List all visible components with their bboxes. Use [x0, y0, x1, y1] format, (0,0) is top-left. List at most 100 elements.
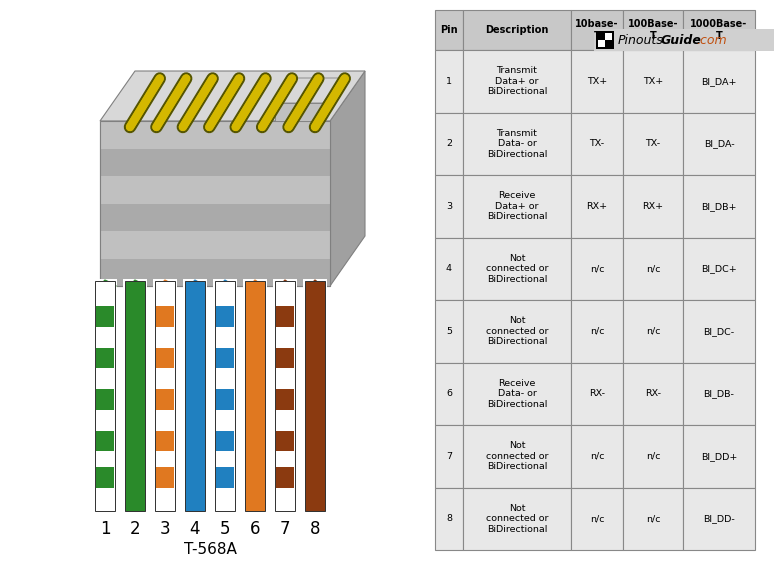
Text: Pin: Pin [441, 25, 458, 35]
Text: 1: 1 [446, 77, 452, 86]
Bar [275, 281, 295, 511]
Text: 4: 4 [190, 520, 200, 538]
Text: Receive
Data+ or
BiDirectional: Receive Data+ or BiDirectional [487, 191, 547, 221]
Text: Transmit
Data+ or
BiDirectional: Transmit Data+ or BiDirectional [487, 66, 547, 96]
Bar [571, 425, 623, 487]
Bar [463, 363, 571, 425]
Text: n/c: n/c [590, 327, 605, 336]
Bar [683, 487, 755, 550]
Bar [156, 467, 174, 488]
Bar [435, 238, 463, 300]
Bar [275, 103, 323, 121]
Bar [683, 10, 755, 50]
Text: BI_DA+: BI_DA+ [702, 77, 737, 86]
Text: RX+: RX+ [643, 202, 664, 211]
Text: Transmit
Data- or
BiDirectional: Transmit Data- or BiDirectional [487, 129, 547, 159]
Text: Description: Description [486, 25, 549, 35]
Text: RX-: RX- [645, 389, 661, 398]
Bar [623, 425, 683, 487]
Bar [623, 113, 683, 175]
Bar [435, 425, 463, 487]
Bar [623, 175, 683, 238]
Bar [96, 467, 114, 488]
Polygon shape [275, 78, 340, 103]
Text: 7: 7 [446, 452, 452, 461]
Bar [96, 306, 114, 327]
Bar [594, 29, 774, 51]
Bar [153, 279, 177, 513]
Text: n/c: n/c [646, 327, 660, 336]
Bar [100, 176, 330, 203]
Bar [683, 113, 755, 175]
Bar [435, 487, 463, 550]
Bar [276, 431, 294, 451]
Bar [183, 279, 207, 513]
Text: 10base-
T: 10base- T [575, 19, 618, 41]
Bar [571, 10, 623, 50]
Text: 1: 1 [99, 520, 110, 538]
Text: BI_DB+: BI_DB+ [702, 202, 737, 211]
Bar [155, 281, 175, 511]
Bar [463, 113, 571, 175]
Bar [596, 31, 614, 49]
Text: Guide: Guide [661, 34, 702, 46]
Text: BI_DA-: BI_DA- [704, 139, 734, 148]
Bar [571, 487, 623, 550]
Text: 100Base-
T: 100Base- T [628, 19, 678, 41]
Text: n/c: n/c [646, 452, 660, 461]
Text: n/c: n/c [590, 264, 605, 273]
Text: Receive
Data- or
BiDirectional: Receive Data- or BiDirectional [487, 379, 547, 408]
Text: Not
connected or
BiDirectional: Not connected or BiDirectional [486, 254, 549, 284]
Bar [435, 300, 463, 363]
Bar [571, 175, 623, 238]
Bar [213, 279, 237, 513]
Bar [100, 231, 330, 259]
Text: n/c: n/c [646, 514, 660, 523]
Text: 5: 5 [220, 520, 230, 538]
Text: 8: 8 [446, 514, 452, 523]
Bar [571, 363, 623, 425]
Bar [571, 300, 623, 363]
Bar [273, 279, 297, 513]
Text: BI_DC-: BI_DC- [703, 327, 734, 336]
Polygon shape [100, 71, 365, 121]
Bar [571, 50, 623, 113]
Bar [435, 50, 463, 113]
Text: 7: 7 [280, 520, 291, 538]
Bar [683, 300, 755, 363]
Text: BI_DB-: BI_DB- [703, 389, 734, 398]
Bar [683, 175, 755, 238]
Bar [96, 347, 114, 368]
Bar [463, 238, 571, 300]
Bar [463, 10, 571, 50]
Text: Not
connected or
BiDirectional: Not connected or BiDirectional [486, 316, 549, 346]
Bar [216, 306, 234, 327]
Bar [305, 281, 325, 511]
Text: 3: 3 [160, 520, 170, 538]
Bar [683, 50, 755, 113]
Bar [463, 50, 571, 113]
Text: 1000Base-
T: 1000Base- T [691, 19, 747, 41]
Bar [156, 306, 174, 327]
Bar [93, 279, 117, 513]
Bar [598, 40, 605, 47]
Bar [623, 363, 683, 425]
Text: 5: 5 [446, 327, 452, 336]
Text: n/c: n/c [590, 452, 605, 461]
Bar [243, 279, 267, 513]
Text: 6: 6 [446, 389, 452, 398]
Bar [100, 121, 330, 149]
Text: TX+: TX+ [643, 77, 663, 86]
Bar [303, 279, 327, 513]
Text: 4: 4 [446, 264, 452, 273]
Bar [216, 347, 234, 368]
Bar [123, 279, 147, 513]
Bar [216, 431, 234, 451]
Bar [276, 467, 294, 488]
Text: Pinouts: Pinouts [618, 34, 664, 46]
Bar [623, 238, 683, 300]
Text: TX-: TX- [590, 139, 605, 148]
Text: RX+: RX+ [587, 202, 608, 211]
Text: BI_DD+: BI_DD+ [701, 452, 737, 461]
Bar [571, 238, 623, 300]
